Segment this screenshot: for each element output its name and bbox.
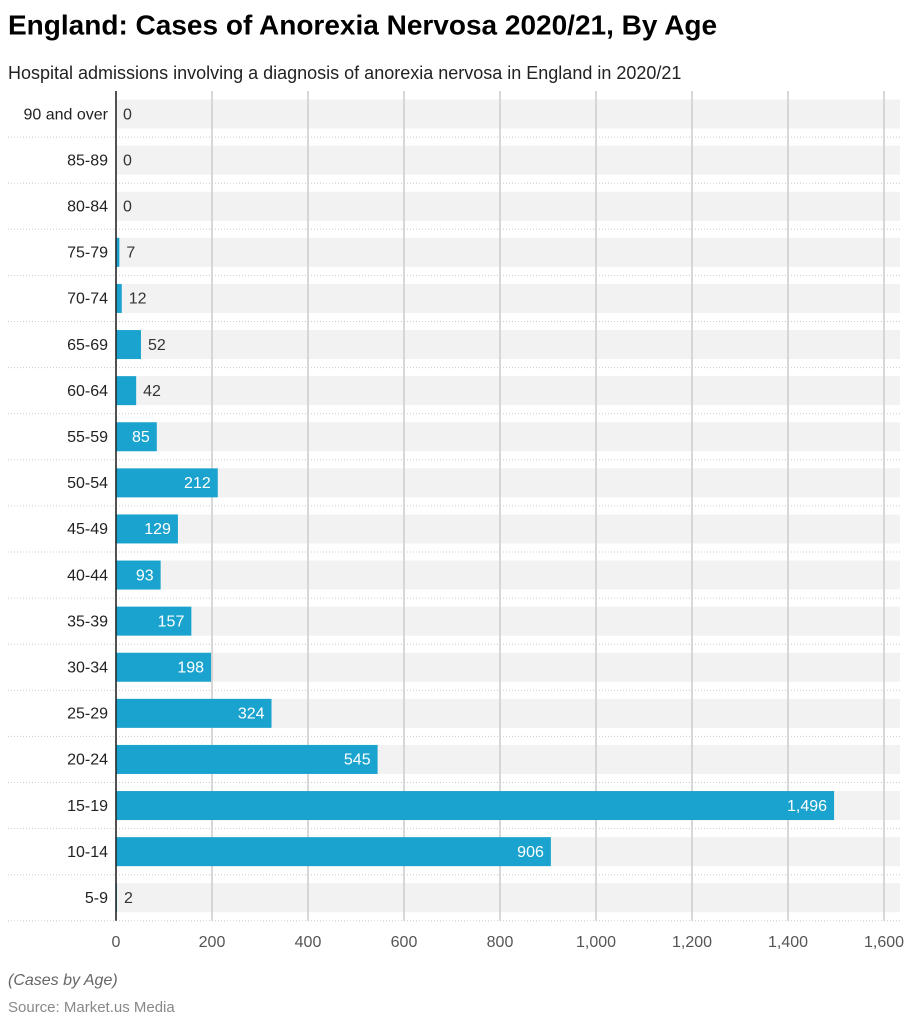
x-tick-label: 1,200 [672,934,712,951]
y-tick-label: 25-29 [67,706,108,723]
bar [116,237,120,267]
y-tick-label: 80-84 [67,198,108,215]
x-tick-label: 200 [199,934,226,951]
x-tick-label: 0 [112,934,121,951]
data-label: 129 [144,521,171,538]
bar [116,514,178,544]
data-label: 52 [148,337,166,354]
source: Source: Market.us Media [8,999,175,1016]
data-label: 0 [123,106,132,123]
data-label: 1,496 [787,798,827,815]
row-band [116,514,900,544]
bar [116,283,122,313]
x-tick-label: 800 [487,934,514,951]
y-tick-label: 85-89 [67,152,108,169]
x-tick-label: 600 [391,934,418,951]
row-band [116,237,900,267]
data-label: 545 [344,752,371,769]
bar [116,837,551,867]
bar [116,791,835,821]
chart-subtitle: Hospital admissions involving a diagnosi… [8,63,681,83]
row-band [116,468,900,498]
y-tick-label: 40-44 [67,567,108,584]
row-band [116,606,900,636]
row-band [116,145,900,175]
bar [116,560,161,590]
data-label: 906 [517,844,544,861]
data-label: 212 [184,475,211,492]
y-tick-label: 10-14 [67,844,108,861]
y-tick-label: 15-19 [67,798,108,815]
y-tick-label: 20-24 [67,752,108,769]
chart-title: England: Cases of Anorexia Nervosa 2020/… [8,9,717,40]
y-tick-label: 45-49 [67,521,108,538]
x-tick-label: 1,000 [576,934,616,951]
row-band [116,652,900,682]
row-band [116,560,900,590]
y-tick-label: 50-54 [67,475,108,492]
x-tick-label: 400 [295,934,322,951]
data-label: 85 [132,429,150,446]
data-label: 93 [136,567,154,584]
bar [116,422,157,452]
data-label: 7 [126,245,135,262]
y-tick-label: 35-39 [67,613,108,630]
y-tick-label: 55-59 [67,429,108,446]
data-label: 157 [158,613,185,630]
y-tick-label: 30-34 [67,659,108,676]
row-band [116,883,900,913]
row-band [116,422,900,452]
data-label: 42 [143,383,161,400]
row-band [116,99,900,129]
bar [116,376,137,406]
bar [116,652,212,682]
y-tick-label: 70-74 [67,291,108,308]
bar [116,698,272,728]
bar [116,744,378,774]
bar [116,468,218,498]
row-band [116,191,900,221]
data-label: 0 [123,198,132,215]
data-label: 198 [177,659,204,676]
data-label: 0 [123,152,132,169]
data-label: 324 [238,706,265,723]
row-band [116,330,900,360]
x-tick-label: 1,400 [768,934,808,951]
y-tick-label: 90 and over [23,106,108,123]
row-band [116,283,900,313]
y-tick-label: 5-9 [85,890,108,907]
y-tick-label: 75-79 [67,245,108,262]
bar [116,606,192,636]
x-tick-label: 1,600 [864,934,904,951]
data-label: 12 [129,291,147,308]
data-label: 2 [124,890,133,907]
y-tick-label: 60-64 [67,383,108,400]
bar [116,330,141,360]
row-band [116,376,900,406]
note: (Cases by Age) [8,972,118,989]
y-tick-label: 65-69 [67,337,108,354]
